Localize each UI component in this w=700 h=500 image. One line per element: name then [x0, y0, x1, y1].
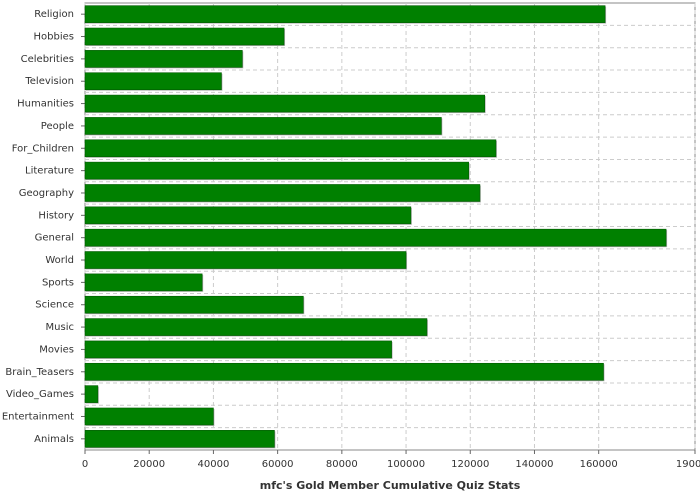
bar	[84, 94, 486, 113]
x-tick-label: 100000	[387, 459, 425, 470]
x-tick-label: 80000	[326, 459, 358, 470]
bar	[84, 161, 469, 180]
bar	[84, 228, 667, 247]
y-tick-label: Sports	[42, 277, 74, 288]
bar	[84, 362, 604, 381]
x-tick-label: 140000	[515, 459, 553, 470]
y-tick-label: Celebrities	[21, 54, 74, 65]
bar	[84, 5, 606, 23]
y-tick-label: Brain_Teasers	[5, 367, 74, 378]
y-tick-label: Video_Games	[6, 389, 74, 400]
y-tick-label: Religion	[34, 9, 74, 20]
y-tick-label: Animals	[34, 434, 74, 445]
y-tick-label: General	[35, 233, 74, 244]
bar	[84, 273, 203, 292]
bar	[84, 407, 214, 426]
y-tick-label: Entertainment	[2, 411, 74, 422]
bar	[84, 251, 407, 269]
bar	[84, 385, 99, 403]
bar	[84, 340, 392, 359]
y-tick-label: Music	[46, 322, 74, 333]
y-tick-label: People	[41, 121, 74, 132]
y-tick-label: Science	[35, 300, 74, 311]
x-tick-label: 190000	[676, 459, 700, 470]
y-tick-label: Hobbies	[34, 32, 74, 43]
y-tick-label: Literature	[25, 166, 74, 177]
y-tick-label: Geography	[19, 188, 74, 199]
bar	[84, 50, 243, 68]
bar	[84, 27, 285, 46]
x-tick-label: 60000	[262, 459, 294, 470]
bar	[84, 206, 412, 225]
x-axis-label: mfc's Gold Member Cumulative Quiz Stats	[260, 479, 521, 492]
x-tick-label: 20000	[133, 459, 165, 470]
bar	[84, 318, 428, 336]
x-tick-label: 120000	[451, 459, 489, 470]
bar	[84, 430, 275, 448]
bar	[84, 184, 481, 202]
x-tick-label: 0	[82, 459, 88, 470]
y-tick-label: Television	[24, 76, 74, 87]
y-tick-label: World	[45, 255, 74, 266]
x-tick-label: 160000	[580, 459, 618, 470]
bar	[84, 117, 442, 135]
y-tick-label: Movies	[39, 344, 74, 355]
x-tick-label: 40000	[198, 459, 230, 470]
y-tick-label: History	[38, 210, 74, 221]
y-tick-label: Humanities	[17, 99, 74, 110]
y-tick-label: For_Children	[12, 143, 74, 154]
bar	[84, 72, 222, 91]
bar	[84, 139, 497, 158]
bar	[84, 295, 304, 314]
